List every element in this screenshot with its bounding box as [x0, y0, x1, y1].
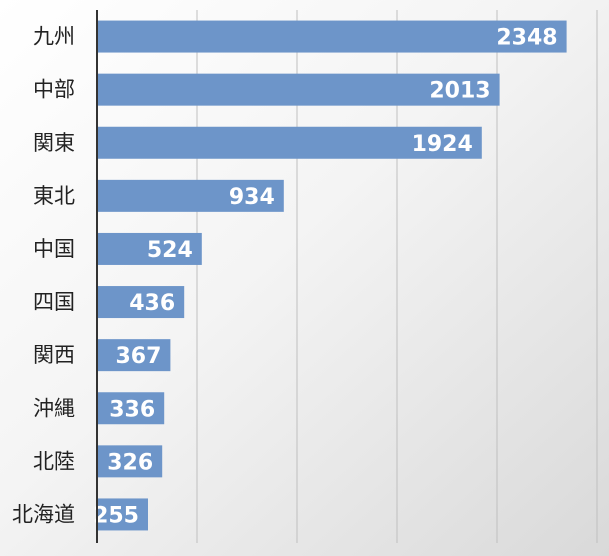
- category-label: 中部: [33, 78, 75, 102]
- value-label: 1924: [412, 132, 473, 157]
- bar: [97, 126, 482, 159]
- value-label: 524: [147, 238, 193, 263]
- category-label: 四国: [33, 290, 75, 314]
- bar: [97, 498, 148, 531]
- bar: [97, 339, 171, 372]
- bar: [97, 445, 163, 478]
- value-label: 326: [107, 450, 153, 475]
- category-label: 関西: [33, 343, 75, 367]
- value-label: 2348: [496, 26, 557, 51]
- value-labels: 2348 2013 1924 934 524 436 367 336 326 255: [93, 26, 558, 529]
- category-label: 東北: [33, 184, 75, 208]
- value-label: 336: [109, 397, 155, 422]
- value-label: 436: [129, 291, 175, 316]
- value-label: 2013: [429, 79, 490, 104]
- category-label: 九州: [33, 25, 75, 49]
- bar: [97, 392, 165, 425]
- category-label: 関東: [33, 131, 75, 155]
- bar: [97, 232, 202, 265]
- bar: [97, 20, 567, 53]
- value-label: 367: [115, 344, 161, 369]
- bar: [97, 286, 185, 319]
- category-label: 沖縄: [33, 396, 75, 420]
- bars: [97, 20, 567, 531]
- bar: [97, 73, 500, 106]
- category-label: 中国: [33, 237, 75, 261]
- value-label: 255: [93, 503, 139, 528]
- category-label: 北海道: [12, 502, 75, 526]
- bar: [97, 179, 284, 212]
- category-label: 北陸: [33, 449, 75, 473]
- value-label: 934: [229, 185, 275, 210]
